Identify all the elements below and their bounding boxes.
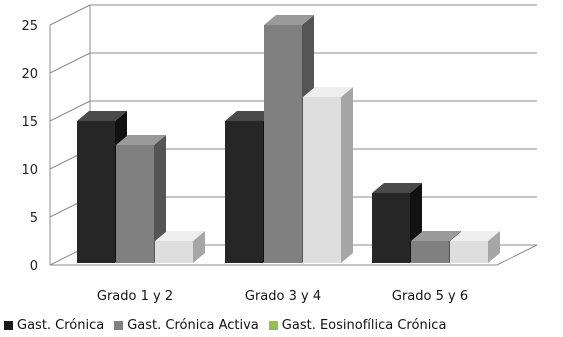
x-category-label: Grado 5 y 6 [392, 289, 468, 304]
gridline-side-20 [49, 52, 91, 74]
legend-label-gast-eosinofilica-cronica: Gast. Eosinofílica Crónica [281, 317, 447, 333]
bar-0-2-front [155, 241, 193, 263]
bar-1-1-top [264, 15, 314, 25]
floor-right-edge [496, 244, 538, 266]
y-tick-label: 25 [21, 19, 38, 34]
legend-item-gast-cronica-activa: Gast. Crónica Activa [114, 318, 259, 333]
x-category-label: Grado 3 y 4 [245, 289, 321, 304]
y-tick-label: 0 [30, 259, 38, 274]
bar-0-1-front [116, 145, 154, 263]
bar-1-2-top [303, 87, 353, 97]
bar-2-1-front [411, 241, 449, 263]
bar-0-0-top [77, 111, 127, 121]
legend-label-gast-cronica-activa: Gast. Crónica Activa [127, 317, 259, 333]
legend-swatch-gast-eosinofilica-cronica [268, 320, 278, 330]
legend-item-gast-eosinofilica-cronica: Gast. Eosinofílica Crónica [268, 317, 447, 333]
legend-swatch-gast-cronica [4, 320, 13, 330]
y-tick-label: 15 [21, 115, 38, 130]
bar-1-0-front [225, 121, 263, 263]
bar-0-2-top [155, 231, 205, 241]
legend-swatch-gast-cronica-activa [114, 320, 124, 330]
bar-2-2-side [488, 231, 500, 263]
y-tick-label: 10 [21, 163, 38, 178]
legend: Gast. Crónica Gast. Crónica Activa Gast.… [4, 315, 456, 335]
bar-1-2-front [303, 97, 341, 263]
y-tick-label: 5 [30, 211, 38, 226]
gridline-side-15 [49, 100, 91, 122]
bar-0-1-top [116, 135, 166, 145]
bar-1-1-front [264, 25, 302, 263]
bar-2-1-top [411, 231, 461, 241]
bar-0-1-side [154, 135, 166, 263]
legend-item-gast-cronica: Gast. Crónica [4, 318, 104, 333]
y-tick-label: 20 [21, 67, 38, 82]
bar-2-2-top [450, 231, 500, 241]
gridline-side-25 [49, 4, 91, 26]
bar-2-0-front [372, 193, 410, 263]
bar-2-2-front [450, 241, 488, 263]
bar-1-0-top [225, 111, 275, 121]
bar-2-0-top [372, 183, 422, 193]
bar-0-2-side [193, 231, 205, 263]
x-category-label: Grado 1 y 2 [97, 289, 173, 304]
bar-0-0-front [77, 121, 115, 263]
legend-label-gast-cronica: Gast. Crónica [17, 317, 105, 333]
bar-1-2-side [341, 87, 353, 263]
